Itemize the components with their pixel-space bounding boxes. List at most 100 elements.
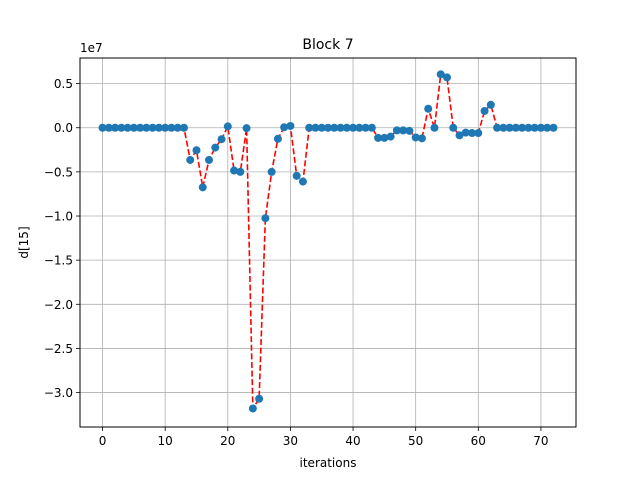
y-tick-label: −2.5 bbox=[44, 342, 73, 356]
data-point bbox=[173, 123, 182, 132]
x-tick-label: 20 bbox=[220, 434, 235, 448]
data-point bbox=[117, 123, 126, 132]
data-point bbox=[474, 129, 483, 138]
data-point bbox=[392, 126, 401, 135]
data-point bbox=[292, 171, 301, 180]
data-point bbox=[386, 132, 395, 141]
data-point bbox=[305, 123, 314, 132]
x-tick-label: 60 bbox=[471, 434, 486, 448]
data-point bbox=[549, 123, 558, 132]
data-point bbox=[136, 123, 145, 132]
data-point bbox=[349, 123, 358, 132]
data-point bbox=[248, 404, 257, 413]
y-tick-label: 0.0 bbox=[54, 121, 73, 135]
data-point bbox=[154, 123, 163, 132]
data-point bbox=[123, 123, 132, 132]
data-point bbox=[129, 123, 138, 132]
data-point bbox=[324, 123, 332, 132]
y-tick-label: −1.5 bbox=[44, 254, 73, 268]
data-point bbox=[524, 123, 533, 132]
data-point bbox=[311, 123, 320, 132]
y-axis-label: d[15] bbox=[17, 226, 31, 258]
data-point bbox=[374, 133, 383, 142]
data-point bbox=[355, 123, 364, 132]
data-point bbox=[98, 123, 107, 132]
data-point bbox=[530, 123, 539, 132]
data-point bbox=[461, 128, 470, 137]
chart-title: Block 7 bbox=[302, 37, 353, 53]
data-point bbox=[455, 131, 464, 140]
x-tick-label: 70 bbox=[533, 434, 548, 448]
data-point bbox=[261, 214, 270, 223]
data-point bbox=[167, 123, 176, 132]
data-point bbox=[493, 123, 502, 132]
data-point bbox=[367, 123, 376, 132]
data-point bbox=[104, 123, 113, 132]
x-tick-label: 30 bbox=[283, 434, 298, 448]
data-point bbox=[211, 143, 220, 152]
data-point bbox=[411, 133, 420, 142]
data-point bbox=[511, 123, 520, 132]
data-point bbox=[536, 123, 545, 132]
data-point bbox=[198, 183, 207, 192]
data-point bbox=[179, 123, 188, 132]
data-point bbox=[399, 126, 408, 135]
data-point bbox=[417, 134, 426, 143]
y-tick-label: −0.5 bbox=[44, 165, 73, 179]
data-point bbox=[273, 134, 282, 143]
data-point bbox=[505, 123, 514, 132]
y-tick-label: −1.0 bbox=[44, 210, 73, 224]
data-point bbox=[405, 126, 414, 135]
data-point bbox=[468, 129, 477, 138]
data-point bbox=[499, 123, 508, 132]
data-point bbox=[161, 123, 170, 132]
data-point bbox=[186, 155, 195, 164]
x-tick-label: 40 bbox=[345, 434, 360, 448]
data-point bbox=[480, 106, 489, 115]
data-point bbox=[361, 123, 370, 132]
data-point bbox=[543, 123, 552, 132]
data-point bbox=[342, 123, 351, 132]
data-point bbox=[223, 122, 232, 131]
data-point bbox=[111, 123, 120, 132]
x-tick-label: 50 bbox=[408, 434, 423, 448]
data-point bbox=[242, 124, 251, 133]
data-point bbox=[336, 123, 345, 132]
data-point bbox=[192, 146, 201, 155]
grid bbox=[80, 58, 576, 427]
data-point bbox=[380, 133, 389, 142]
y-tick-label: −3.0 bbox=[44, 386, 73, 400]
plot-area-frame bbox=[79, 57, 577, 428]
data-point bbox=[442, 73, 451, 82]
data-point bbox=[436, 70, 445, 79]
data-point bbox=[486, 100, 495, 109]
data-point bbox=[424, 104, 433, 113]
data-point bbox=[330, 123, 339, 132]
y-axis-offset-label: 1e7 bbox=[80, 41, 103, 55]
data-point bbox=[217, 135, 226, 144]
y-tick-label: 0.5 bbox=[54, 77, 73, 91]
data-point bbox=[518, 123, 527, 132]
data-point bbox=[430, 123, 439, 132]
series-point-layer bbox=[98, 70, 558, 413]
data-point bbox=[236, 167, 245, 176]
data-point bbox=[205, 155, 214, 164]
data-point bbox=[255, 394, 264, 403]
data-point bbox=[148, 123, 157, 132]
x-axis-label: iterations bbox=[300, 456, 357, 470]
data-point bbox=[230, 166, 239, 175]
y-tick-label: −2.0 bbox=[44, 298, 73, 312]
data-point bbox=[286, 121, 295, 130]
y-axis: 0.5 0.0 −0.5 −1.0 −1.5 −2.0 −2.5 −3.0 bbox=[44, 77, 80, 400]
x-tick-label: 10 bbox=[158, 434, 173, 448]
data-point bbox=[142, 123, 151, 132]
data-point bbox=[298, 177, 307, 186]
data-point bbox=[449, 123, 458, 132]
data-point bbox=[317, 123, 326, 132]
x-axis: 0 10 20 30 40 50 60 70 bbox=[99, 427, 549, 448]
data-point bbox=[267, 167, 276, 176]
data-point bbox=[280, 123, 289, 132]
x-tick-label: 0 bbox=[99, 434, 107, 448]
